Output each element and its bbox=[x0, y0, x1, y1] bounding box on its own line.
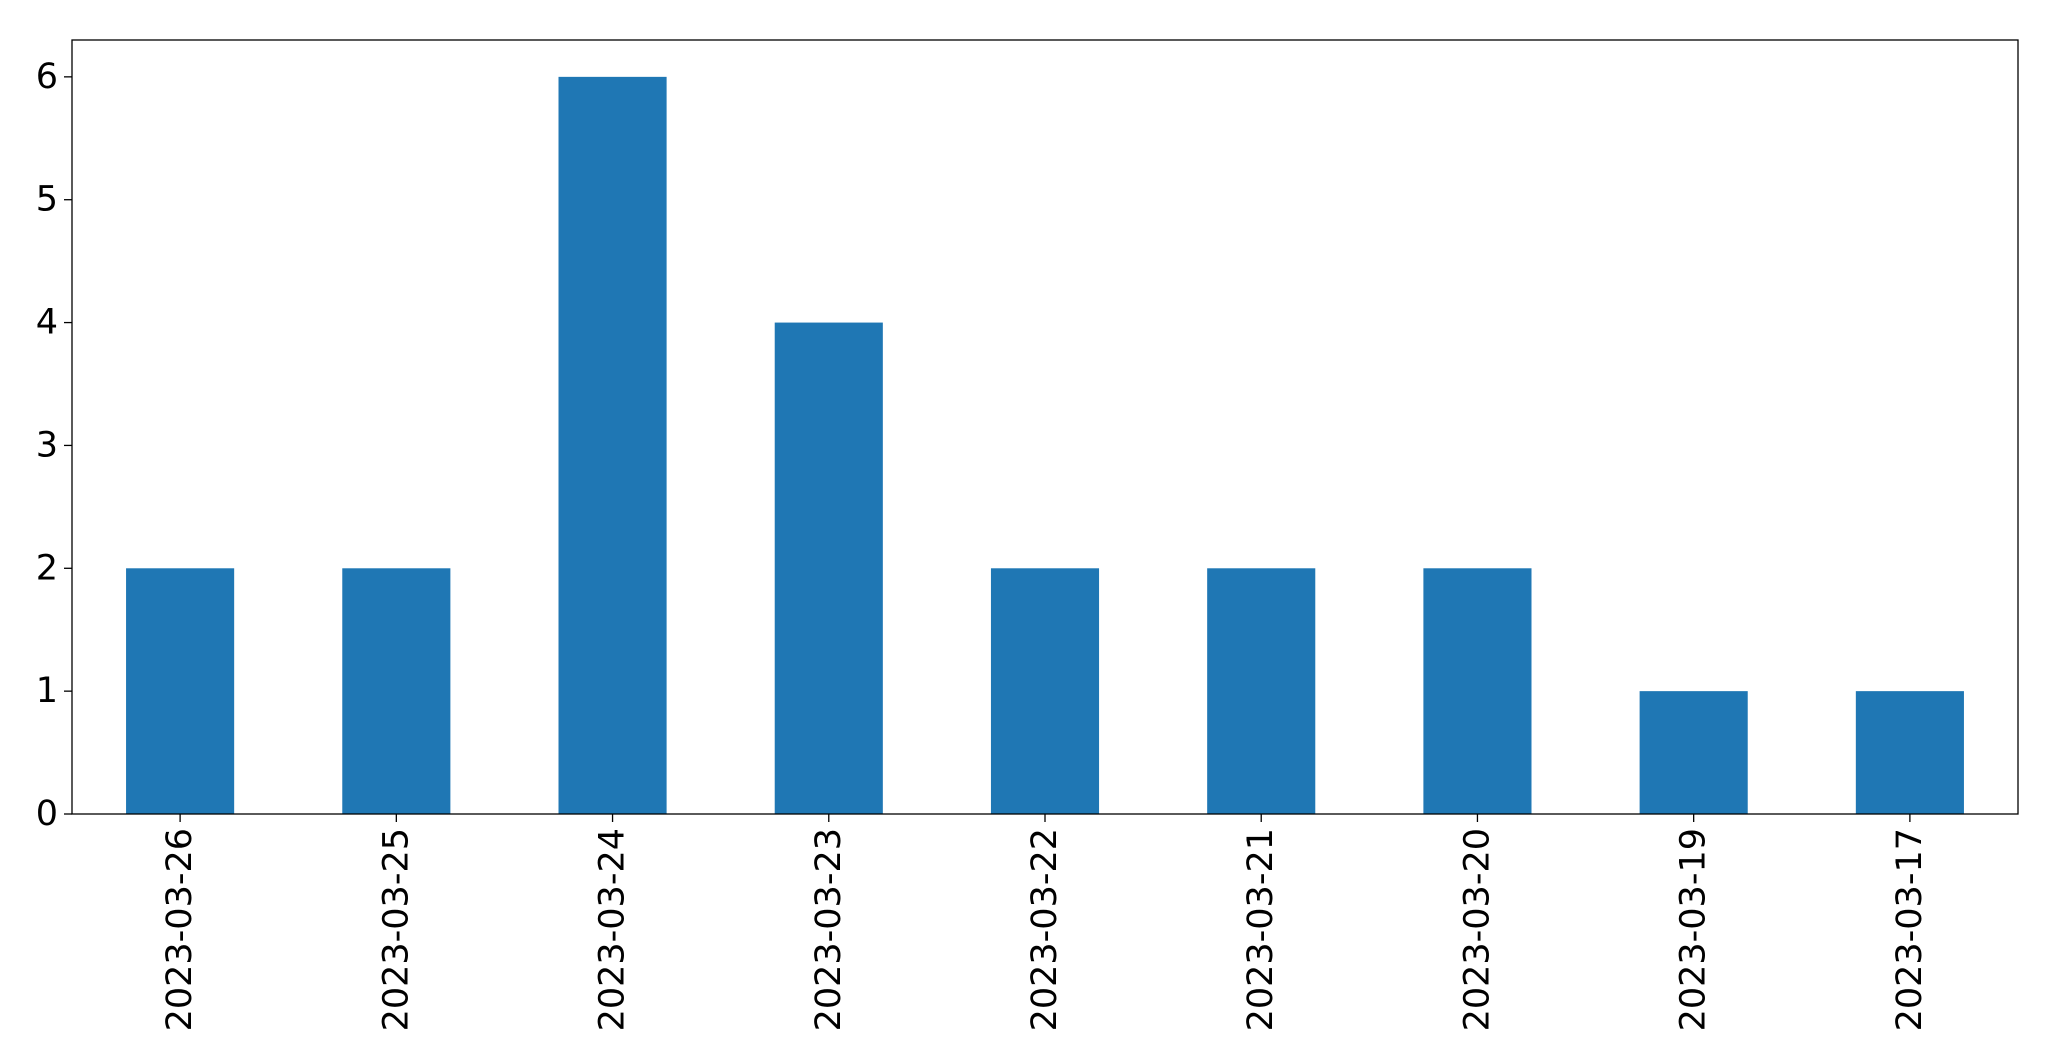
y-tick-label: 5 bbox=[36, 180, 58, 220]
bar-2023-03-17 bbox=[1855, 691, 1964, 814]
x-tick-label: 2023-03-25 bbox=[376, 828, 416, 1031]
y-tick-label: 1 bbox=[36, 671, 58, 711]
x-tick-label: 2023-03-26 bbox=[160, 828, 200, 1031]
bar-2023-03-22 bbox=[990, 568, 1100, 814]
bar-2023-03-26 bbox=[126, 568, 235, 814]
bar-2023-03-20 bbox=[1423, 568, 1532, 814]
x-tick-label: 2023-03-17 bbox=[1890, 828, 1930, 1031]
bars-group bbox=[126, 76, 1964, 815]
x-tick-label: 2023-03-22 bbox=[1025, 828, 1065, 1031]
y-tick-label: 2 bbox=[36, 548, 58, 588]
y-tick-label: 0 bbox=[36, 794, 58, 834]
y-axis: 0 1 2 3 4 5 6 bbox=[36, 57, 72, 834]
x-tick-label: 2023-03-20 bbox=[1457, 828, 1497, 1031]
x-tick-label: 2023-03-21 bbox=[1241, 828, 1281, 1031]
x-tick-label: 2023-03-24 bbox=[593, 828, 633, 1031]
y-tick-label: 3 bbox=[36, 425, 58, 465]
x-tick-label: 2023-03-19 bbox=[1674, 828, 1714, 1031]
bar-2023-03-23 bbox=[774, 322, 883, 814]
bar-2023-03-25 bbox=[342, 568, 451, 814]
bar-2023-03-21 bbox=[1207, 568, 1316, 814]
x-tick-label: 2023-03-23 bbox=[809, 828, 849, 1031]
y-tick-label: 6 bbox=[36, 57, 58, 97]
bar-2023-03-24 bbox=[558, 76, 667, 815]
x-axis: 2023-03-26 2023-03-25 2023-03-24 2023-03-23… bbox=[160, 814, 1930, 1031]
y-tick-label: 4 bbox=[36, 303, 58, 343]
bar-2023-03-19 bbox=[1639, 691, 1748, 814]
